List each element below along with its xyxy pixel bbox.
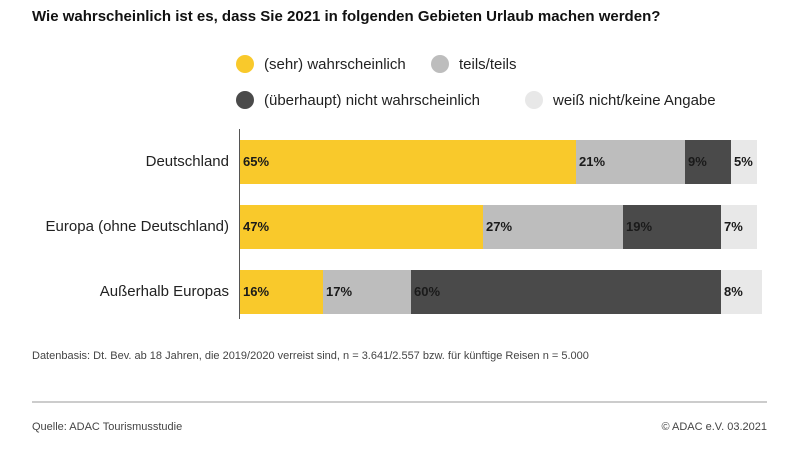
legend-swatch-nicht bbox=[236, 91, 254, 109]
bar-segment bbox=[323, 270, 411, 314]
bar-segment bbox=[623, 205, 721, 249]
category-axis-line bbox=[239, 129, 240, 319]
category-label: Europa (ohne Deutschland) bbox=[45, 218, 229, 235]
legend-item-teils: teils/teils bbox=[431, 55, 517, 73]
legend-label: (überhaupt) nicht wahrscheinlich bbox=[264, 91, 480, 109]
bar-value-label: 9% bbox=[688, 154, 707, 169]
bar-segment bbox=[240, 140, 576, 184]
legend-item-wahrscheinlich: (sehr) wahrscheinlich bbox=[236, 55, 406, 73]
bar-value-label: 21% bbox=[579, 154, 606, 169]
bar-segment bbox=[411, 270, 721, 314]
bar-value-label: 17% bbox=[326, 284, 353, 299]
bar-value-label: 7% bbox=[724, 219, 743, 234]
legend-item-nicht: (überhaupt) nicht wahrscheinlich bbox=[236, 91, 480, 109]
bar-value-label: 60% bbox=[414, 284, 441, 299]
bar-segment bbox=[731, 140, 757, 184]
bar-segment bbox=[240, 270, 323, 314]
legend-label: weiß nicht/keine Angabe bbox=[553, 91, 716, 109]
footnote: Datenbasis: Dt. Bev. ab 18 Jahren, die 2… bbox=[32, 350, 589, 362]
bar-value-label: 16% bbox=[243, 284, 270, 299]
legend-swatch-keine-angabe bbox=[525, 91, 543, 109]
bar-segment bbox=[240, 205, 483, 249]
bar-segment bbox=[576, 140, 685, 184]
bar-value-label: 19% bbox=[626, 219, 653, 234]
bar-value-label: 8% bbox=[724, 284, 743, 299]
legend-swatch-wahrscheinlich bbox=[236, 55, 254, 73]
category-label: Außerhalb Europas bbox=[99, 283, 229, 300]
chart-title: Wie wahrscheinlich ist es, dass Sie 2021… bbox=[32, 8, 661, 25]
bar-segment bbox=[721, 205, 757, 249]
bar-value-label: 27% bbox=[486, 219, 513, 234]
chart-legend: (sehr) wahrscheinlich teils/teils (überh… bbox=[0, 0, 800, 120]
bar-value-label: 47% bbox=[243, 219, 270, 234]
legend-label: teils/teils bbox=[459, 55, 517, 73]
legend-label: (sehr) wahrscheinlich bbox=[264, 55, 406, 73]
copyright-text: © ADAC e.V. 03.2021 bbox=[661, 421, 767, 433]
legend-swatch-teils bbox=[431, 55, 449, 73]
source-text: Quelle: ADAC Tourismusstudie bbox=[32, 421, 183, 433]
bar-segment bbox=[685, 140, 731, 184]
stacked-bar-chart: Deutschland 65% 21% 9% 5% Europa (ohne Deutsc… bbox=[45, 129, 762, 319]
bar-segment bbox=[483, 205, 623, 249]
bar-segment bbox=[721, 270, 762, 314]
category-label: Deutschland bbox=[145, 153, 229, 170]
bar-value-label: 65% bbox=[243, 154, 270, 169]
legend-item-keine-angabe: weiß nicht/keine Angabe bbox=[525, 91, 716, 109]
bar-value-label: 5% bbox=[734, 154, 753, 169]
footer-divider bbox=[32, 401, 767, 403]
